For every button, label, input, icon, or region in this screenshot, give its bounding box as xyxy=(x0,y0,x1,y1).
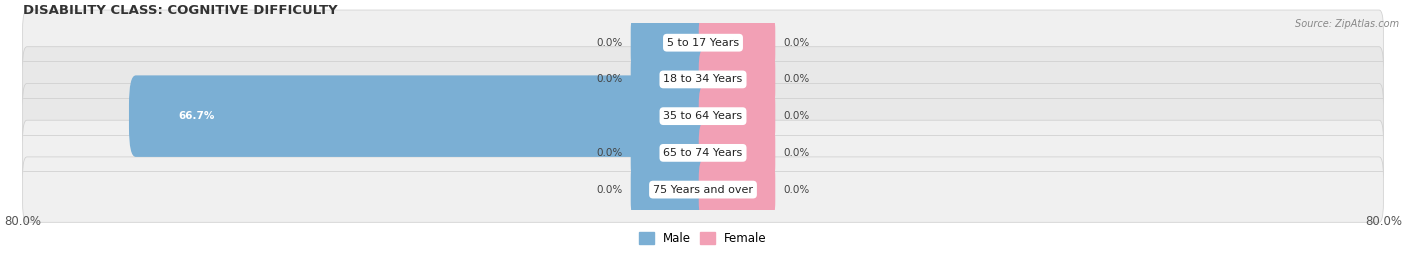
FancyBboxPatch shape xyxy=(699,50,775,109)
Text: 5 to 17 Years: 5 to 17 Years xyxy=(666,38,740,48)
FancyBboxPatch shape xyxy=(631,50,707,109)
Text: 0.0%: 0.0% xyxy=(596,38,623,48)
FancyBboxPatch shape xyxy=(129,75,710,157)
FancyBboxPatch shape xyxy=(699,13,775,72)
Text: 0.0%: 0.0% xyxy=(783,38,810,48)
FancyBboxPatch shape xyxy=(631,160,707,219)
FancyBboxPatch shape xyxy=(699,123,775,183)
Text: 0.0%: 0.0% xyxy=(596,185,623,195)
Text: 0.0%: 0.0% xyxy=(783,148,810,158)
FancyBboxPatch shape xyxy=(699,86,775,146)
Text: 75 Years and over: 75 Years and over xyxy=(652,185,754,195)
FancyBboxPatch shape xyxy=(22,83,1384,149)
Text: 0.0%: 0.0% xyxy=(596,75,623,85)
FancyBboxPatch shape xyxy=(699,160,775,219)
FancyBboxPatch shape xyxy=(22,157,1384,222)
Text: 0.0%: 0.0% xyxy=(783,75,810,85)
FancyBboxPatch shape xyxy=(631,13,707,72)
Text: DISABILITY CLASS: COGNITIVE DIFFICULTY: DISABILITY CLASS: COGNITIVE DIFFICULTY xyxy=(22,4,337,17)
FancyBboxPatch shape xyxy=(22,120,1384,185)
Text: 0.0%: 0.0% xyxy=(596,148,623,158)
Text: 65 to 74 Years: 65 to 74 Years xyxy=(664,148,742,158)
Text: Source: ZipAtlas.com: Source: ZipAtlas.com xyxy=(1295,19,1399,29)
Legend: Male, Female: Male, Female xyxy=(640,232,766,245)
Text: 0.0%: 0.0% xyxy=(783,185,810,195)
Text: 18 to 34 Years: 18 to 34 Years xyxy=(664,75,742,85)
FancyBboxPatch shape xyxy=(22,47,1384,112)
FancyBboxPatch shape xyxy=(631,123,707,183)
FancyBboxPatch shape xyxy=(22,10,1384,75)
Text: 0.0%: 0.0% xyxy=(783,111,810,121)
Text: 35 to 64 Years: 35 to 64 Years xyxy=(664,111,742,121)
Text: 66.7%: 66.7% xyxy=(179,111,215,121)
